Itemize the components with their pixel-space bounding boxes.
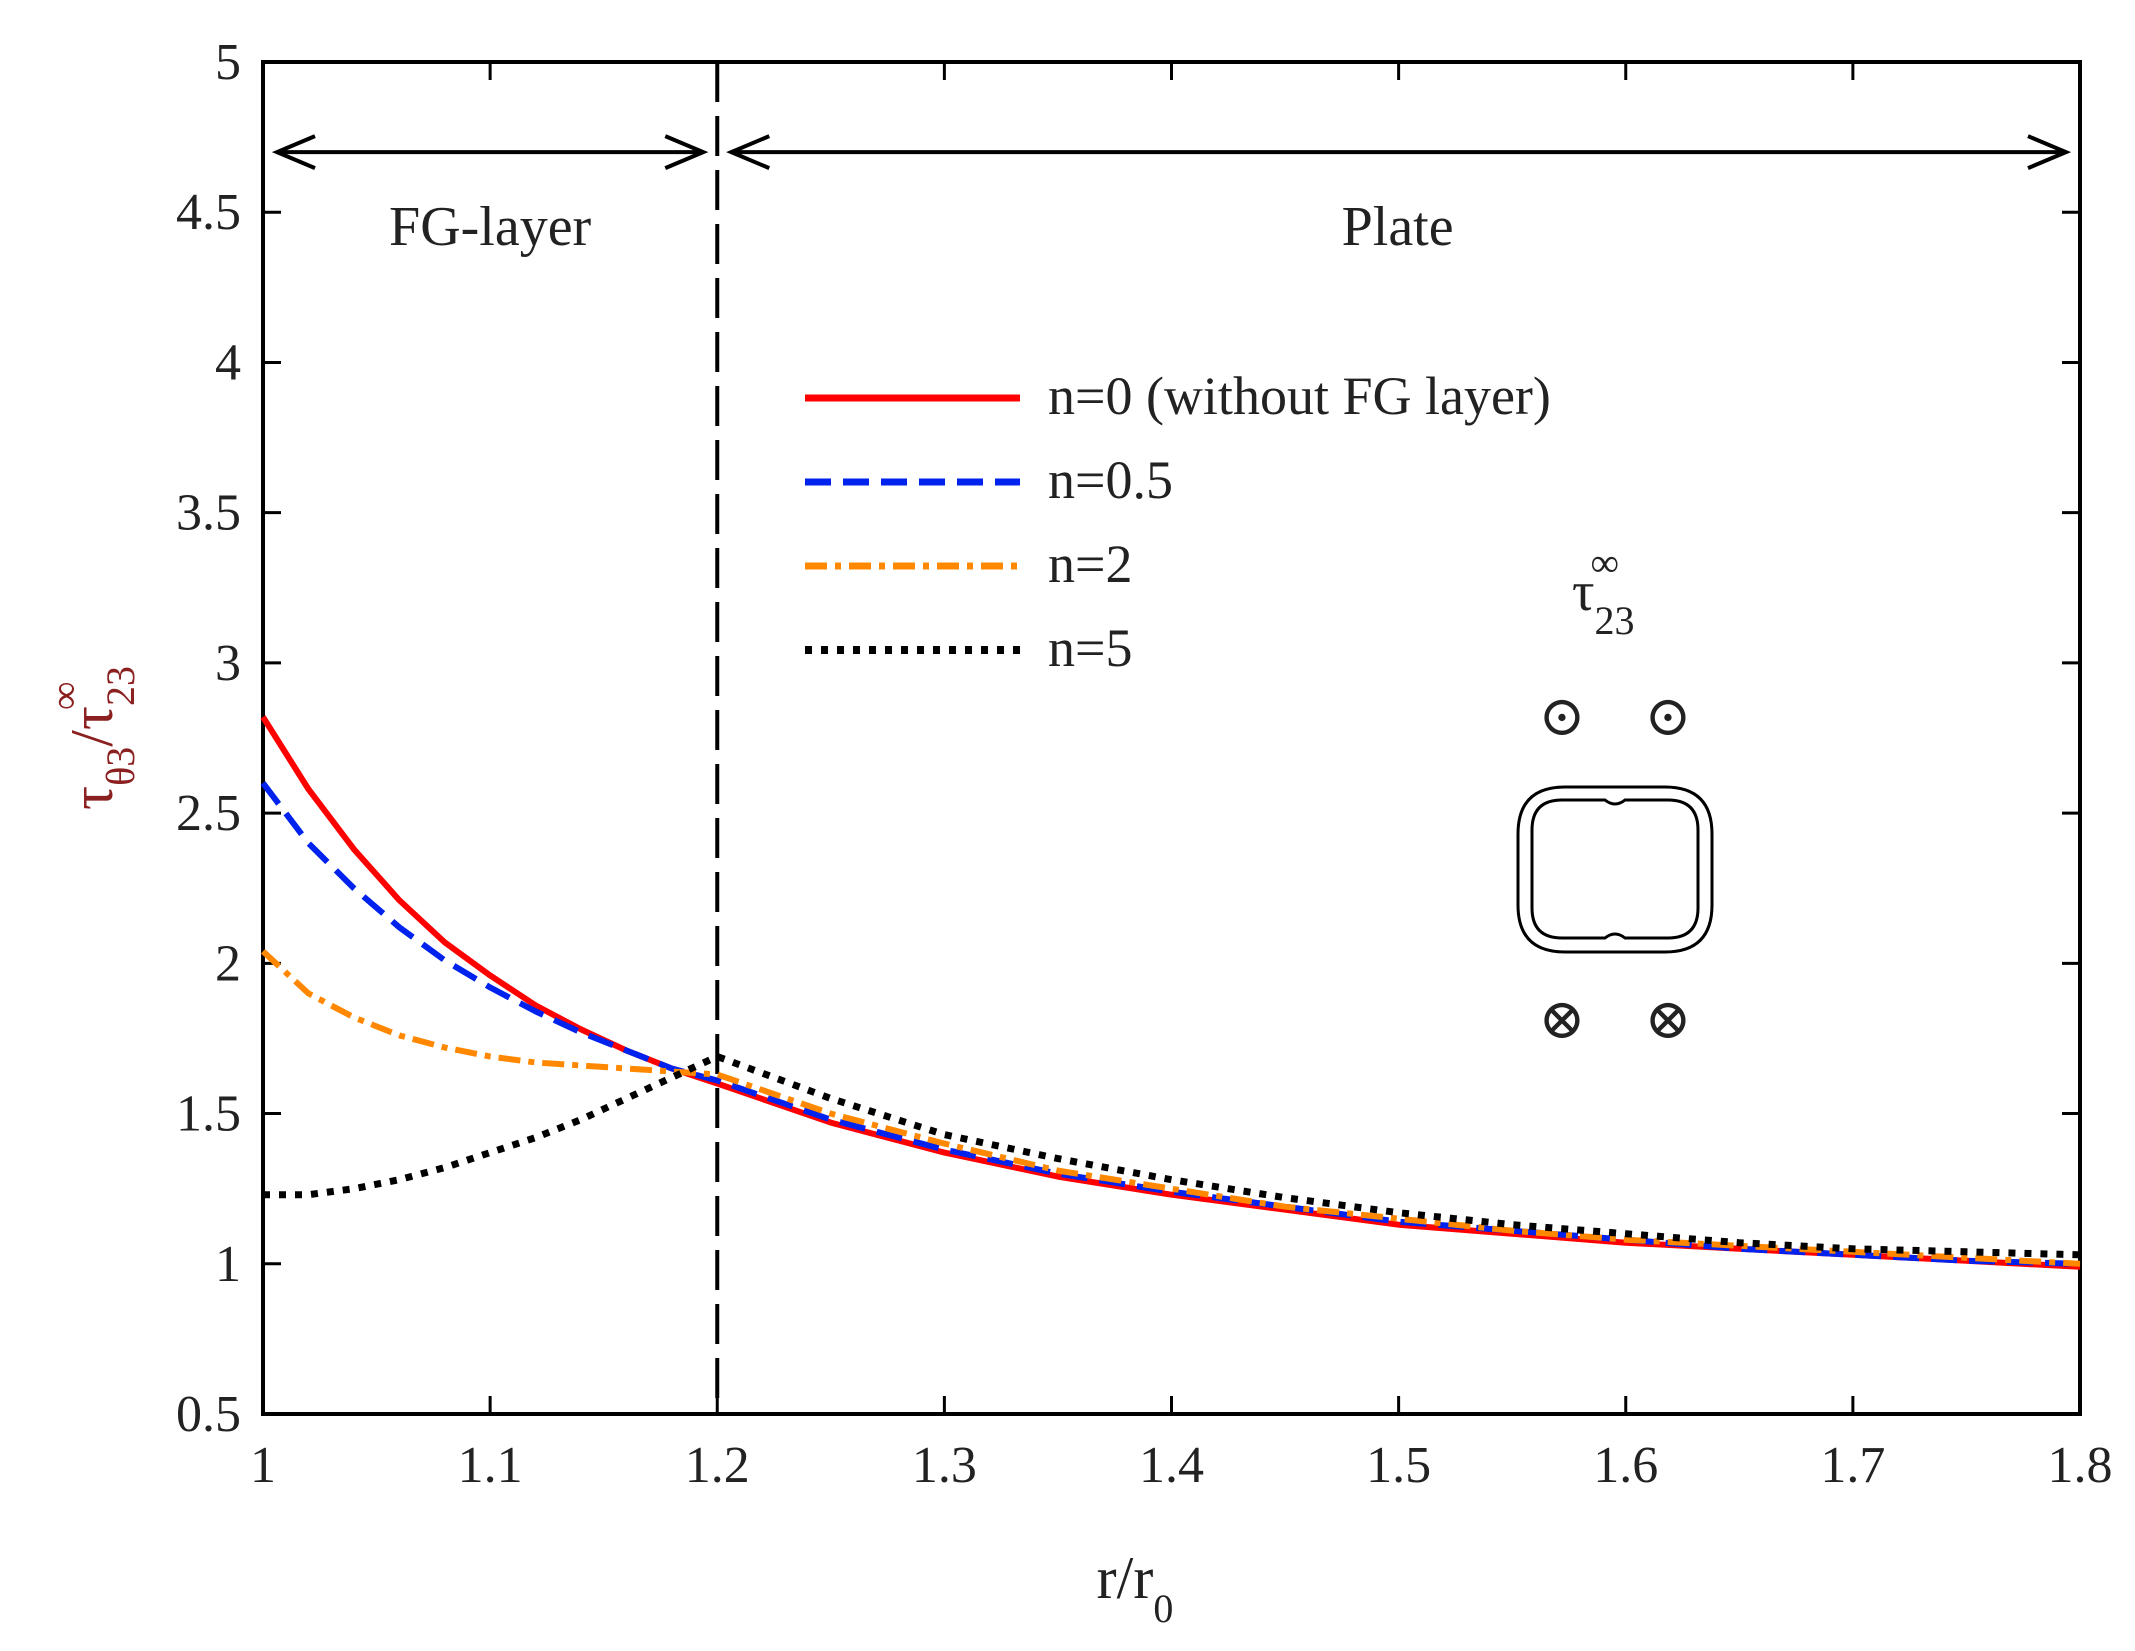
region-label-fg-layer: FG-layer — [389, 196, 592, 258]
out-of-page-icon: ⊙ — [1539, 686, 1586, 748]
inset-tau-label: τ23∞ — [1572, 540, 1635, 643]
region-arrows — [271, 134, 2072, 170]
series-line-2 — [260, 949, 2081, 1267]
x-tick-label: 1.4 — [1139, 1437, 1204, 1494]
arrowhead-right-icon — [664, 134, 709, 170]
region-label-plate: Plate — [1342, 196, 1454, 258]
y-tick-label: 0.5 — [176, 1386, 241, 1443]
legend-label-n0: n=0 (without FG layer) — [1048, 366, 1551, 426]
svg-text:τθ3/τ23∞: τθ3/τ23∞ — [42, 666, 143, 810]
x-tick-label: 1.6 — [1593, 1437, 1658, 1494]
y-tick-label: 3 — [215, 635, 241, 692]
into-page-icon: ⊗ — [1539, 989, 1586, 1051]
y-tick-label: 3.5 — [176, 485, 241, 542]
y-axis-title: τθ3/τ23∞ — [42, 666, 143, 810]
y-tick-label: 1.5 — [176, 1086, 241, 1143]
square-hole-outer-icon — [1516, 785, 1714, 954]
x-tick-label: 1.3 — [912, 1437, 977, 1494]
y-tick-label: 2 — [215, 935, 241, 992]
axis-ticks — [261, 60, 2082, 1416]
legend-label-n5: n=5 — [1048, 618, 1132, 678]
arrowhead-left-icon — [271, 134, 316, 170]
x-tick-label: 1.5 — [1366, 1437, 1431, 1494]
x-tick-labels: 1 1.1 1.2 1.3 1.4 1.5 1.6 1.7 1.8 — [250, 1437, 2113, 1494]
legend: n=0 (without FG layer) n=0.5 n=2 n=5 — [805, 366, 1551, 678]
x-tick-label: 1.2 — [685, 1437, 750, 1494]
series-line-0 — [260, 715, 2081, 1270]
legend-label-n2: n=2 — [1048, 534, 1132, 594]
x-tick-label: 1.8 — [2048, 1437, 2113, 1494]
y-tick-label: 2.5 — [176, 785, 241, 842]
legend-label-n05: n=0.5 — [1048, 450, 1173, 510]
x-tick-label: 1 — [250, 1437, 276, 1494]
loading-schematic: τ23∞ ⊙ ⊙ ⊗ ⊗ — [1516, 540, 1714, 1051]
arrowhead-right-icon — [2027, 134, 2072, 170]
series-group — [260, 715, 2081, 1270]
out-of-page-icon: ⊙ — [1645, 686, 1692, 748]
y-tick-label: 5 — [215, 34, 241, 91]
into-page-icon: ⊗ — [1645, 989, 1692, 1051]
series-line-1 — [260, 781, 2081, 1267]
x-tick-label: 1.1 — [458, 1437, 523, 1494]
y-tick-label: 4.5 — [176, 184, 241, 241]
y-tick-labels: 0.5 1 1.5 2 2.5 3 3.5 4 4.5 5 — [176, 34, 241, 1443]
x-axis-title: r/r0 — [1097, 1545, 1174, 1631]
plot-frame — [261, 60, 2082, 1416]
arrowhead-left-icon — [726, 134, 771, 170]
series-line-3 — [263, 1053, 2081, 1259]
x-tick-label: 1.7 — [1820, 1437, 1885, 1494]
y-tick-label: 4 — [215, 334, 241, 391]
square-hole-inner-icon — [1530, 798, 1700, 940]
y-tick-label: 1 — [215, 1236, 241, 1293]
